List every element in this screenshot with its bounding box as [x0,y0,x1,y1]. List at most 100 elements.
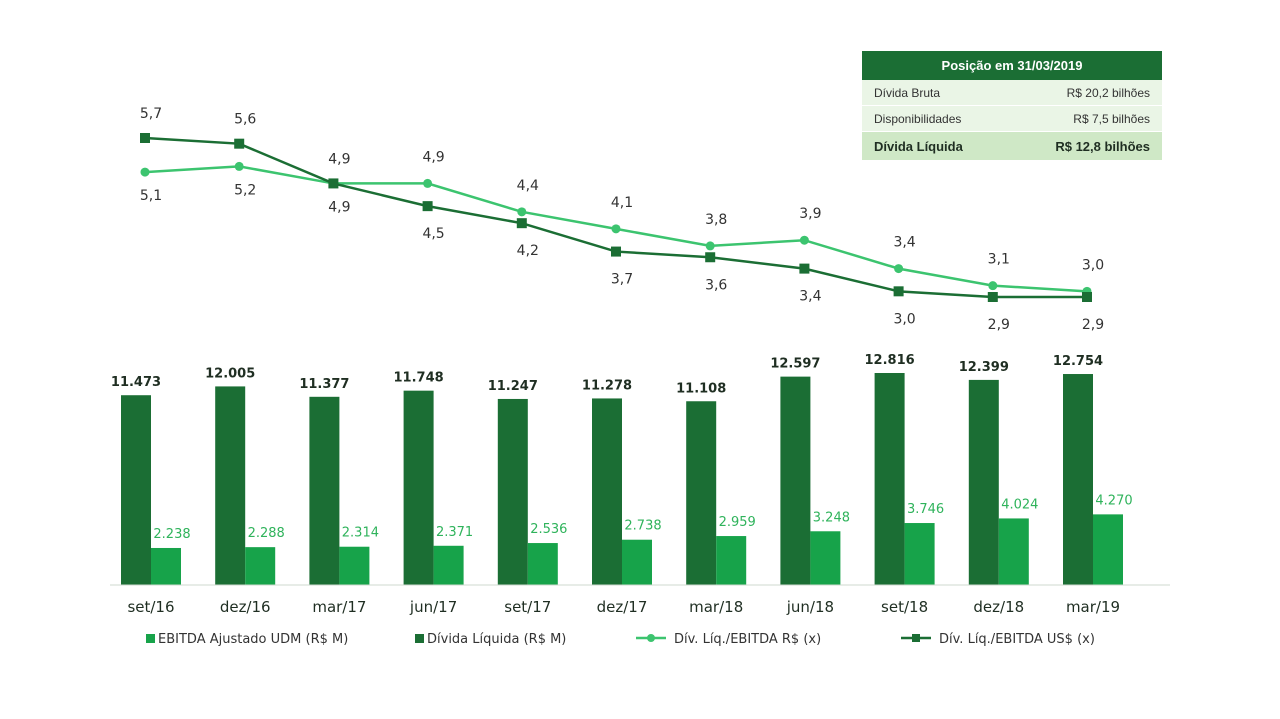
legend-label-3: Dív. Líq./EBITDA US$ (x) [939,632,1095,647]
category-label-8: set/18 [881,598,928,616]
bar-debt-3 [403,390,434,585]
label-ratio-brl-10: 3,0 [1082,257,1104,273]
point-ratio-brl-8 [894,264,904,274]
point-ratio-usd-1 [234,138,245,149]
bar-debt-label-2: 11.377 [299,377,349,392]
legend-label-1: Dívida Líquida (R$ M) [427,632,566,647]
label-ratio-usd-3: 4,5 [422,226,444,242]
gross-debt-value: R$ 20,2 bilhões [1066,85,1150,100]
category-label-10: mar/19 [1066,598,1120,616]
legend-marker-2 [647,634,655,642]
legend-marker-3 [912,634,920,642]
bar-ebitda-label-5: 2.738 [624,519,661,534]
label-ratio-usd-4: 4,2 [517,243,539,259]
label-ratio-usd-8: 3,0 [893,311,915,327]
bar-debt-label-6: 11.108 [676,381,726,396]
label-ratio-usd-9: 2,9 [988,317,1010,333]
point-ratio-usd-8 [893,286,904,297]
label-ratio-usd-1: 5,6 [234,112,256,128]
bar-ebitda-6 [716,536,747,585]
bar-debt-label-1: 12.005 [205,366,255,381]
bar-ebitda-label-1: 2.288 [248,526,285,541]
point-ratio-brl-0 [140,167,150,177]
label-ratio-usd-5: 3,7 [611,272,633,288]
label-ratio-usd-2: 4,9 [328,151,350,167]
cash-label: Disponibilidades [874,111,962,126]
bar-ebitda-label-2: 2.314 [342,526,379,541]
bar-ebitda-9 [998,518,1029,585]
bar-debt-10 [1063,374,1093,585]
bar-debt-9 [968,379,999,585]
bar-ebitda-4 [527,543,558,585]
bar-ebitda-0 [151,547,181,585]
bar-debt-label-0: 11.473 [111,375,161,390]
bar-debt-label-10: 12.754 [1053,354,1103,369]
bar-ebitda-label-6: 2.959 [719,515,756,530]
label-ratio-brl-5: 4,1 [611,195,633,211]
gross-debt-label: Dívida Bruta [874,85,941,100]
bar-ebitda-2 [339,546,370,585]
category-label-5: dez/17 [597,598,648,616]
category-label-9: dez/18 [973,598,1024,616]
position-row-net-debt: Dívida Líquida R$ 12,8 bilhões [862,132,1162,160]
category-label-0: set/16 [127,598,174,616]
label-ratio-usd-6: 3,6 [705,277,727,293]
category-label-4: set/17 [504,598,551,616]
bar-ebitda-label-9: 4.024 [1001,497,1038,512]
bar-ebitda-label-0: 2.238 [153,527,190,542]
bar-debt-8 [874,373,905,585]
point-ratio-brl-9 [988,281,998,291]
point-ratio-usd-3 [422,201,433,212]
point-ratio-brl-3 [423,178,433,188]
bar-ebitda-label-8: 3.746 [907,502,944,517]
point-ratio-brl-4 [517,207,527,217]
category-label-2: mar/17 [312,598,366,616]
label-ratio-brl-2: 4,9 [328,199,350,215]
point-ratio-brl-7 [799,235,809,245]
category-label-7: jun/18 [786,598,834,616]
bar-ebitda-8 [904,523,935,585]
legend-label-2: Dív. Líq./EBITDA R$ (x) [674,632,821,647]
legend-swatch-0 [146,634,155,643]
point-ratio-usd-2 [328,178,339,189]
point-ratio-usd-7 [799,263,810,274]
label-ratio-brl-4: 4,4 [517,178,539,194]
bar-debt-label-9: 12.399 [959,360,1009,375]
bar-debt-label-7: 12.597 [770,357,820,372]
point-ratio-usd-0 [140,133,150,143]
label-ratio-brl-3: 4,9 [422,149,444,165]
net-debt-label: Dívida Líquida [874,138,963,154]
bar-debt-7 [780,376,811,585]
bar-debt-label-5: 11.278 [582,378,632,393]
bar-debt-5 [592,398,622,585]
label-ratio-brl-1: 5,2 [234,182,256,198]
bar-ebitda-label-10: 4.270 [1095,493,1132,508]
bar-debt-1 [215,386,246,585]
point-ratio-usd-9 [987,292,998,302]
position-box-title: Posição em 31/03/2019 [862,51,1162,80]
position-row-gross-debt: Dívida Bruta R$ 20,2 bilhões [862,80,1162,106]
category-label-6: mar/18 [689,598,743,616]
bar-ebitda-label-3: 2.371 [436,525,473,540]
bar-ebitda-3 [433,545,464,585]
position-summary-box: Posição em 31/03/2019 Dívida Bruta R$ 20… [862,51,1162,160]
label-ratio-brl-6: 3,8 [705,212,727,228]
bar-ebitda-7 [810,531,841,585]
category-label-3: jun/17 [409,598,457,616]
legend-swatch-1 [415,634,424,643]
bar-ebitda-10 [1093,514,1123,585]
category-label-1: dez/16 [220,598,271,616]
point-ratio-brl-1 [234,161,244,171]
label-ratio-brl-8: 3,4 [893,235,915,251]
point-ratio-usd-10 [1082,292,1092,302]
label-ratio-brl-0: 5,1 [140,188,162,204]
bar-debt-6 [686,401,717,585]
bar-debt-2 [309,396,340,585]
net-debt-value: R$ 12,8 bilhões [1055,138,1150,154]
bar-ebitda-label-7: 3.248 [813,510,850,525]
position-row-cash: Disponibilidades R$ 7,5 bilhões [862,106,1162,132]
label-ratio-usd-7: 3,4 [799,289,821,305]
point-ratio-usd-4 [516,218,527,229]
label-ratio-usd-0: 5,7 [140,106,162,122]
